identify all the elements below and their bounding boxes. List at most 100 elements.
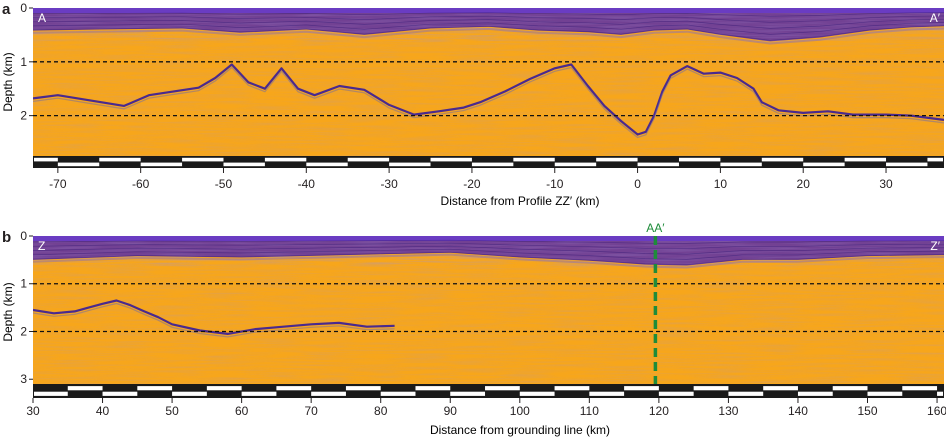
scale-bar-segment bbox=[658, 391, 694, 396]
y-tick-label: 2 bbox=[20, 109, 27, 123]
bed-reflector-shadow bbox=[33, 66, 944, 139]
scale-bar-segment bbox=[389, 162, 431, 167]
scale-bar-segment bbox=[99, 157, 141, 162]
panel-a-label: a bbox=[2, 1, 11, 18]
scale-bar-segment bbox=[206, 386, 242, 391]
scale-bar-segment bbox=[450, 391, 486, 396]
panel-b-scale-bar bbox=[33, 384, 944, 398]
scale-bar-segment bbox=[763, 386, 798, 391]
panel-b-bed-reflector bbox=[33, 299, 395, 338]
x-tick-label: 30 bbox=[879, 177, 893, 191]
panel-b: b Z Z′ AA′ 0 1 2 3 30 40 50 60 70 80 90 100 110 120 1… bbox=[1, 221, 946, 437]
scale-bar-segment bbox=[720, 162, 762, 167]
x-tick-label: 40 bbox=[96, 404, 110, 418]
scale-bar-segment bbox=[624, 386, 659, 391]
x-tick-label: 50 bbox=[165, 404, 179, 418]
scale-bar-segment bbox=[803, 162, 845, 167]
panel-b-texture bbox=[33, 236, 944, 384]
scale-bar-segment bbox=[867, 391, 903, 396]
scale-bar-segment bbox=[140, 162, 183, 167]
panel-a-start-label: A bbox=[38, 11, 46, 25]
y-tick-label: 0 bbox=[20, 229, 27, 243]
x-tick-label: 70 bbox=[304, 404, 318, 418]
panel-a-bed-reflector bbox=[33, 63, 944, 139]
x-tick-label: 60 bbox=[235, 404, 249, 418]
x-tick-label: 150 bbox=[857, 404, 877, 418]
scale-bar-segment bbox=[927, 157, 943, 162]
scale-bar-segment bbox=[264, 157, 307, 162]
surface-band bbox=[33, 236, 944, 241]
layer-base-edge bbox=[33, 253, 944, 269]
panel-a-x-axis: -70 -60 -50 -40 -30 -20 -10 0 10 20 30 bbox=[49, 168, 893, 191]
internal-layer bbox=[33, 239, 944, 244]
panel-a-end-label: A′ bbox=[930, 11, 941, 25]
internal-layer bbox=[33, 242, 944, 250]
scale-bar-segment bbox=[886, 162, 928, 167]
panel-b-end-label: Z′ bbox=[930, 239, 940, 253]
layer-band-texture bbox=[33, 8, 944, 42]
x-tick-label: -10 bbox=[546, 177, 564, 191]
scale-bar-segment bbox=[311, 391, 346, 396]
scale-bar-segment bbox=[430, 157, 472, 162]
panel-a-dashed-lines bbox=[33, 61, 944, 117]
panel-b-x-axis: 30 40 50 60 70 80 90 100 110 120 130 140 150 160 bbox=[26, 398, 946, 418]
x-tick-label: 100 bbox=[510, 404, 530, 418]
x-tick-label: 110 bbox=[580, 404, 599, 418]
panel-b-image bbox=[33, 236, 944, 384]
scale-bar-segment bbox=[380, 391, 416, 396]
layer-base-edge bbox=[33, 27, 944, 45]
panel-a-image bbox=[33, 8, 944, 156]
x-tick-label: -60 bbox=[132, 177, 150, 191]
y-tick-label: 1 bbox=[20, 55, 27, 69]
scale-bar-segment bbox=[172, 391, 207, 396]
panel-b-xlabel: Distance from grounding line (km) bbox=[430, 423, 610, 437]
x-tick-label: -70 bbox=[49, 177, 67, 191]
panel-b-layer-band bbox=[33, 236, 944, 269]
layer-band-texture bbox=[33, 236, 944, 266]
scale-bar-segment bbox=[347, 157, 390, 162]
x-tick-label: 30 bbox=[26, 404, 40, 418]
internal-layer bbox=[33, 12, 944, 17]
scale-bar-segment bbox=[34, 157, 58, 162]
scale-bar-segment bbox=[519, 391, 555, 396]
x-tick-label: 90 bbox=[444, 404, 458, 418]
panel-b-marker-label: AA′ bbox=[646, 221, 665, 235]
internal-layer bbox=[33, 18, 944, 29]
internal-layer bbox=[33, 15, 944, 23]
scale-bar-segment bbox=[693, 386, 729, 391]
scale-bar-segment bbox=[589, 391, 625, 396]
x-tick-label: 80 bbox=[374, 404, 388, 418]
x-tick-label: 130 bbox=[718, 404, 738, 418]
scale-bar-segment bbox=[345, 386, 381, 391]
x-tick-label: 0 bbox=[634, 177, 641, 191]
scale-bar-segment bbox=[637, 162, 679, 167]
internal-layer bbox=[33, 248, 944, 260]
scale-bar-segment bbox=[241, 391, 277, 396]
panel-b-ylabel: Depth (km) bbox=[1, 282, 15, 341]
bed-reflector-line bbox=[33, 299, 395, 335]
scale-bar-segment bbox=[137, 386, 173, 391]
panel-a: a A A′ 012 -70 -60 -50 -40 -30 -20 -10 0 10 20 30 … bbox=[1, 1, 944, 208]
x-tick-label: 160 bbox=[927, 404, 946, 418]
y-tick-label: 1 bbox=[20, 277, 27, 291]
panel-a-y-axis: 0 1 2 bbox=[20, 1, 33, 123]
scale-bar-segment bbox=[728, 391, 764, 396]
panel-b-start-label: Z bbox=[38, 239, 45, 253]
panel-b-y-axis: 0 1 2 3 bbox=[20, 229, 33, 386]
scale-bar-segment bbox=[797, 391, 833, 396]
scale-bar-segment bbox=[57, 162, 100, 167]
y-tick-label: 0 bbox=[20, 1, 27, 15]
x-tick-label: 140 bbox=[788, 404, 808, 418]
bed-reflector-line bbox=[33, 63, 944, 136]
scale-bar-segment bbox=[844, 157, 887, 162]
scale-bar-segment bbox=[554, 386, 590, 391]
x-tick-label: 10 bbox=[714, 177, 728, 191]
x-tick-label: -30 bbox=[380, 177, 398, 191]
panel-b-label: b bbox=[2, 229, 11, 246]
scale-bar-segment bbox=[67, 386, 103, 391]
internal-layer bbox=[33, 251, 944, 266]
internal-layer bbox=[33, 25, 944, 41]
x-tick-label: -50 bbox=[215, 177, 233, 191]
internal-layer bbox=[33, 22, 944, 35]
